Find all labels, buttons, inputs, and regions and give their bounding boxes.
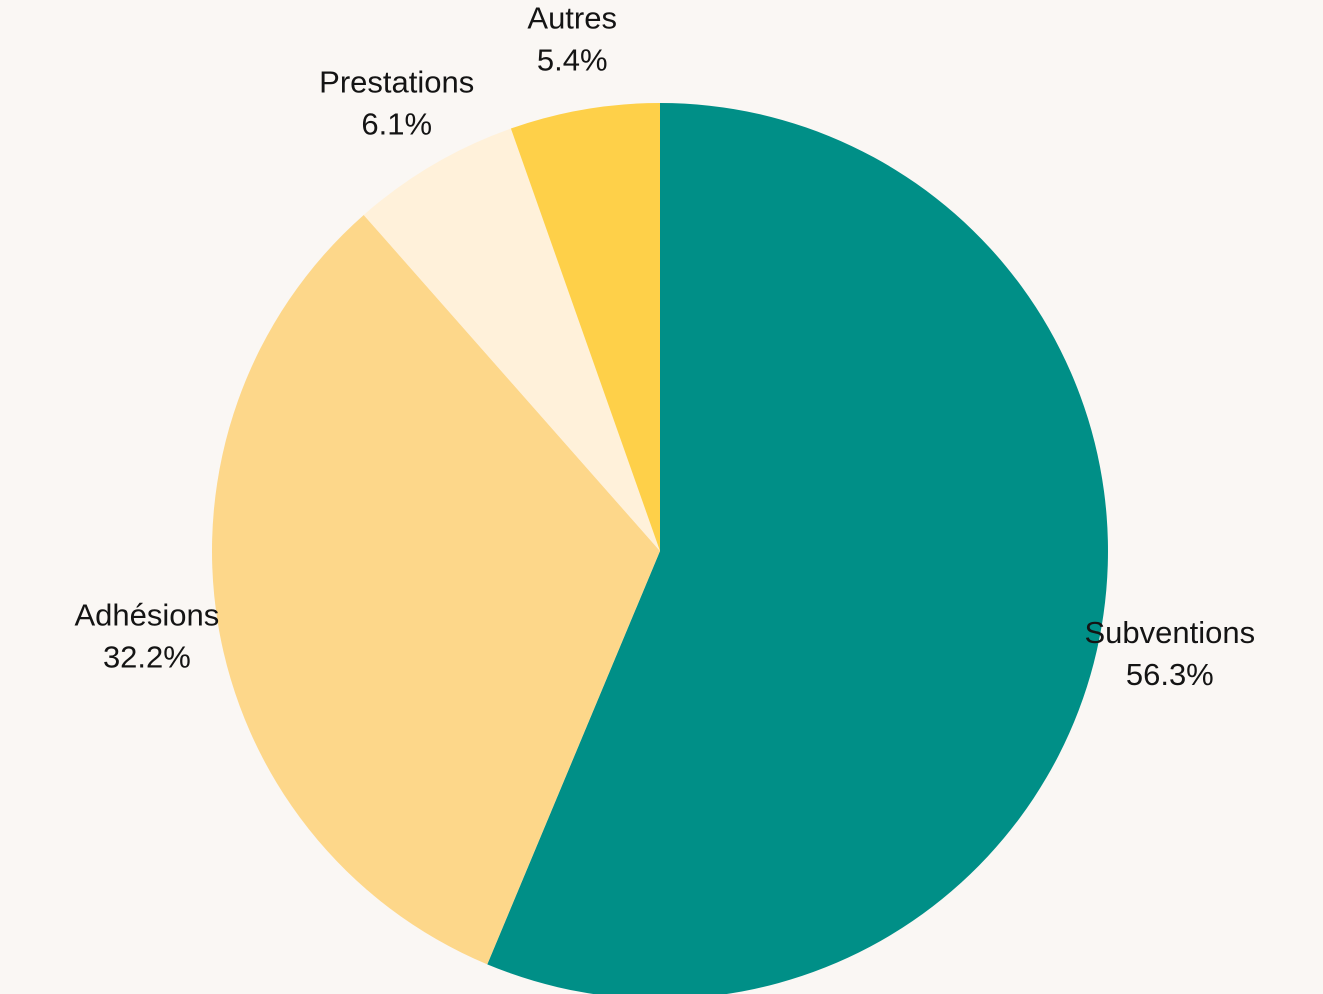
pie-slice-prestations xyxy=(363,128,660,552)
pie-slices xyxy=(211,103,1108,994)
pie-slice-autres xyxy=(510,103,660,551)
pie-slice-adhesions xyxy=(211,214,661,965)
slice-label-name-adhesions: Adhésions xyxy=(75,598,220,633)
slice-label-name-prestations: Prestations xyxy=(319,65,474,100)
slice-label-value-autres: 5.4% xyxy=(537,43,608,78)
slice-label-name-subventions: Subventions xyxy=(1084,615,1255,650)
pie-slice-subventions xyxy=(487,103,1108,994)
slice-label-value-prestations: 6.1% xyxy=(361,107,432,142)
slice-label-value-adhesions: 32.2% xyxy=(103,640,191,675)
slice-label-value-subventions: 56.3% xyxy=(1126,657,1214,692)
pie-labels: Subventions 56.3% Adhésions 32.2% Prestation… xyxy=(75,1,1256,693)
slice-label-name-autres: Autres xyxy=(527,1,617,36)
